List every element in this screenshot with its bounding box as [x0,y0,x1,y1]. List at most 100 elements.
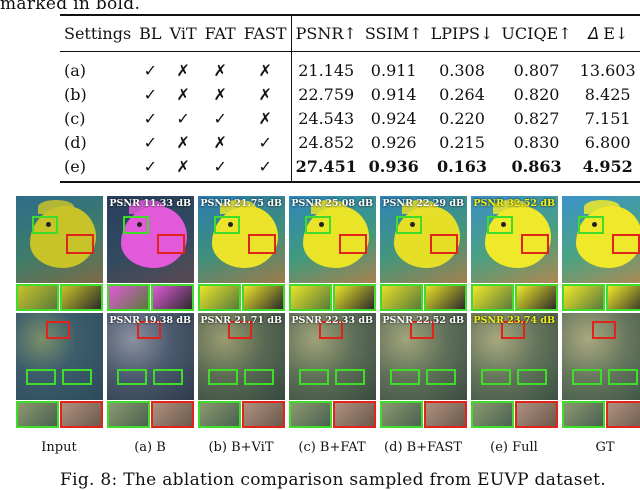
row-label: (a) [64,60,87,80]
reef-image: PSNR 23.74 dB [471,313,558,400]
mark-fast: ✗ [258,60,272,80]
value-ssim: 0.914 [370,84,417,104]
green-box [572,369,602,385]
psnr-label: PSNR 22.52 dB [382,315,464,326]
zoom-crop-red [242,401,285,428]
value-delta-e: 7.151 [584,108,631,128]
value-uciqe: 0.830 [513,132,560,152]
row-label: (c) [64,108,86,128]
reef-image: PSNR 22.33 dB [289,313,376,400]
red-box [410,321,434,339]
value-ssim: 0.924 [370,108,417,128]
red-box [521,234,549,254]
green-box [305,216,331,234]
value-psnr: 27.451 [290,154,361,183]
mark-vit: ✗ [176,132,190,152]
column-caption: (b) B+ViT [208,440,274,455]
value-lpips: 0.163 [426,154,498,183]
value-uciqe: 0.807 [513,60,560,80]
header-vit: ViT [165,14,201,52]
fish-eye [501,222,506,227]
green-box [244,369,274,385]
fish-eye [137,222,142,227]
zoom-crop-red [60,401,103,428]
green-box [153,369,183,385]
green-box [208,369,238,385]
green-box [396,216,422,234]
fish-image: PSNR 25.08 dB [289,196,376,283]
mark-bl: ✓ [143,84,158,104]
column-caption: Input [41,440,77,455]
green-box [62,369,92,385]
green-box [299,369,329,385]
figure-column: PSNR 21.75 dB PSNR 21.71 dB [198,196,285,444]
value-ssim: 0.911 [370,60,417,80]
zoom-crop-green [562,284,605,311]
mark-fat: ✗ [213,132,227,152]
value-delta-e: 8.425 [584,84,631,104]
zoom-crop-green [198,284,241,311]
value-lpips: 0.264 [439,84,485,104]
fish-eye [319,222,324,227]
zoom-crop-green [16,401,59,428]
value-uciqe: 0.863 [497,154,576,183]
zoom-crop-green [242,284,285,311]
value-delta-e: 13.603 [579,60,636,80]
green-box [123,216,149,234]
zoom-crop-red [424,401,467,428]
psnr-label: PSNR 25.08 dB [291,198,373,209]
mark-bl: ✓ [143,108,158,128]
fish-eye [228,222,233,227]
intro-text: marked in bold. [0,0,141,14]
mark-fat: ✗ [213,60,227,80]
column-caption: (e) Full [490,440,538,455]
table-row: (d) ✓ ✗ ✗ ✓ 24.852 0.926 0.215 0.830 6.800 [60,130,640,154]
red-box [157,234,185,254]
green-box [390,369,420,385]
reef-image: PSNR 22.52 dB [380,313,467,400]
fish-fin [493,200,529,214]
reef-image: PSNR 21.71 dB [198,313,285,400]
psnr-label: PSNR 32.52 dB [473,198,555,209]
fish-image: PSNR 21.75 dB [198,196,285,283]
zoom-crop-green [289,401,332,428]
zoom-crop-green [471,401,514,428]
column-caption: (a) B [134,440,166,455]
value-ssim: 0.926 [370,132,417,152]
mark-bl: ✓ [143,132,158,152]
table-row: (a) ✓ ✗ ✗ ✗ 21.145 0.911 0.308 0.807 13.603 [60,51,640,82]
green-box [214,216,240,234]
value-uciqe: 0.827 [513,108,560,128]
table-row: (b) ✓ ✗ ✗ ✗ 22.759 0.914 0.264 0.820 8.425 [60,82,640,106]
fish-fin [311,200,347,214]
mark-fast: ✗ [258,108,272,128]
mark-bl: ✓ [143,60,158,80]
zoom-crop-green [515,284,558,311]
fish-eye [46,222,51,227]
zoom-crop-red [151,401,194,428]
zoom-crop-green [380,284,423,311]
table-row: (c) ✓ ✓ ✓ ✗ 24.543 0.924 0.220 0.827 7.151 [60,106,640,130]
mark-bl: ✓ [135,154,166,183]
header-settings: Settings [60,14,136,52]
fish-image [562,196,640,283]
header-bl: BL [135,14,166,52]
column-caption: (d) B+FAST [384,440,462,455]
mark-fat: ✓ [200,154,240,183]
value-ssim: 0.936 [360,154,427,183]
green-box [117,369,147,385]
reef-image: PSNR 19.38 dB [107,313,194,400]
red-box [137,321,161,339]
green-box [32,216,58,234]
table-header-row: Settings BL ViT FAT FAST PSNR↑ SSIM↑ LPI… [60,14,640,52]
figure-column: PSNR 25.08 dB PSNR 22.33 dB [289,196,376,444]
red-box [501,321,525,339]
green-box [578,216,604,234]
header-delta-e: 𝛥 E↓ [575,14,640,52]
figure-column: PSNR 32.52 dB PSNR 23.74 dB [471,196,558,444]
fish-fin [220,200,256,214]
red-box [319,321,343,339]
fish-fin [402,200,438,214]
mark-fast: ✓ [239,154,292,183]
psnr-label: PSNR 22.33 dB [291,315,373,326]
